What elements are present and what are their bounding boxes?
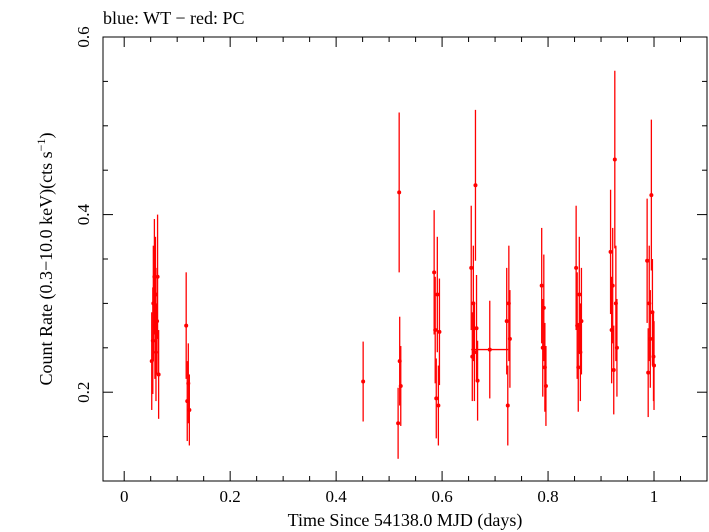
point-marker bbox=[432, 270, 437, 275]
data-point bbox=[608, 189, 613, 315]
point-marker bbox=[505, 403, 510, 408]
point-marker bbox=[608, 249, 613, 254]
point-marker bbox=[436, 403, 441, 408]
data-point bbox=[398, 346, 403, 426]
data-point bbox=[505, 365, 510, 446]
x-axis-title: Time Since 54138.0 MJD (days) bbox=[288, 510, 523, 531]
point-marker bbox=[398, 383, 403, 388]
point-marker bbox=[433, 328, 438, 333]
data-point bbox=[543, 346, 548, 426]
data-marks bbox=[149, 70, 657, 459]
point-marker bbox=[507, 336, 512, 341]
point-marker bbox=[652, 363, 657, 368]
data-point bbox=[187, 374, 192, 446]
point-marker bbox=[187, 407, 192, 412]
data-point bbox=[474, 274, 479, 382]
point-marker bbox=[473, 183, 478, 188]
point-marker bbox=[184, 323, 189, 328]
point-marker bbox=[610, 283, 615, 288]
data-point bbox=[577, 236, 582, 353]
data-point bbox=[574, 205, 579, 331]
point-marker bbox=[434, 396, 439, 401]
data-point bbox=[473, 109, 478, 261]
point-marker bbox=[646, 370, 651, 375]
point-marker bbox=[645, 258, 650, 263]
axis-ticks: 0 0.2 0.4 0.6 0.8 1 0.2 0.4 0.6 bbox=[74, 26, 708, 506]
point-marker bbox=[539, 283, 544, 288]
y-axis-title-main: Count Rate (0.3−10.0 keV)(cts s bbox=[36, 151, 57, 385]
point-marker bbox=[611, 368, 616, 372]
x-tick-label: 0 bbox=[120, 487, 129, 506]
point-marker bbox=[541, 305, 546, 310]
x-tick-label: 0.6 bbox=[431, 487, 452, 506]
data-point bbox=[434, 358, 439, 439]
data-point bbox=[648, 290, 653, 388]
point-marker bbox=[504, 319, 509, 324]
data-point bbox=[541, 254, 546, 362]
data-point bbox=[645, 198, 650, 323]
point-marker bbox=[156, 372, 161, 377]
data-point bbox=[436, 365, 441, 446]
data-point bbox=[652, 321, 657, 410]
data-point bbox=[614, 298, 619, 397]
data-point bbox=[646, 328, 651, 418]
point-marker bbox=[543, 383, 548, 388]
point-marker bbox=[435, 292, 440, 297]
data-point bbox=[432, 210, 437, 335]
point-marker bbox=[579, 319, 584, 324]
data-point bbox=[472, 303, 477, 402]
data-point bbox=[611, 325, 616, 415]
data-point bbox=[471, 300, 509, 399]
point-marker bbox=[648, 336, 653, 341]
data-point bbox=[397, 112, 402, 273]
data-point bbox=[576, 322, 581, 412]
data-point bbox=[469, 205, 474, 331]
data-point bbox=[156, 330, 161, 419]
x-tick-label: 0.4 bbox=[325, 487, 347, 506]
point-marker bbox=[487, 347, 492, 352]
x-tick-label: 0.2 bbox=[220, 487, 241, 506]
point-marker bbox=[397, 190, 402, 195]
point-marker bbox=[475, 378, 480, 383]
y-tick-label: 0.6 bbox=[74, 26, 93, 47]
point-marker bbox=[577, 292, 582, 297]
data-point bbox=[433, 276, 438, 384]
data-point bbox=[435, 236, 440, 353]
point-marker bbox=[155, 274, 160, 279]
data-point bbox=[507, 290, 512, 388]
data-point bbox=[539, 227, 544, 344]
point-marker bbox=[469, 265, 474, 270]
y-axis-title: Count Rate (0.3−10.0 keV)(cts s−1) bbox=[34, 133, 57, 386]
data-point bbox=[184, 272, 189, 379]
data-point bbox=[610, 227, 615, 344]
point-marker bbox=[396, 421, 401, 426]
data-point bbox=[504, 267, 509, 375]
chart-title: blue: WT − red: PC bbox=[103, 8, 244, 28]
point-marker bbox=[576, 365, 581, 370]
point-marker bbox=[614, 345, 619, 350]
y-axis-title-sup: −1 bbox=[34, 139, 48, 152]
data-point bbox=[361, 341, 366, 422]
y-tick-label: 0.4 bbox=[74, 203, 93, 225]
point-marker bbox=[361, 379, 366, 384]
data-point bbox=[155, 214, 160, 339]
data-point bbox=[396, 387, 401, 459]
point-marker bbox=[649, 193, 654, 198]
data-point bbox=[579, 267, 584, 375]
data-point bbox=[612, 70, 617, 249]
data-point bbox=[649, 119, 654, 271]
data-point bbox=[437, 278, 442, 386]
y-tick-label: 0.2 bbox=[74, 382, 93, 403]
point-marker bbox=[472, 350, 477, 355]
point-marker bbox=[437, 329, 442, 334]
y-axis-title-close: ) bbox=[36, 133, 57, 139]
point-marker bbox=[612, 157, 617, 162]
x-tick-label: 1 bbox=[650, 487, 659, 506]
data-point bbox=[475, 340, 480, 421]
point-marker bbox=[574, 265, 579, 270]
x-tick-label: 0.8 bbox=[537, 487, 558, 506]
point-marker bbox=[474, 326, 479, 331]
